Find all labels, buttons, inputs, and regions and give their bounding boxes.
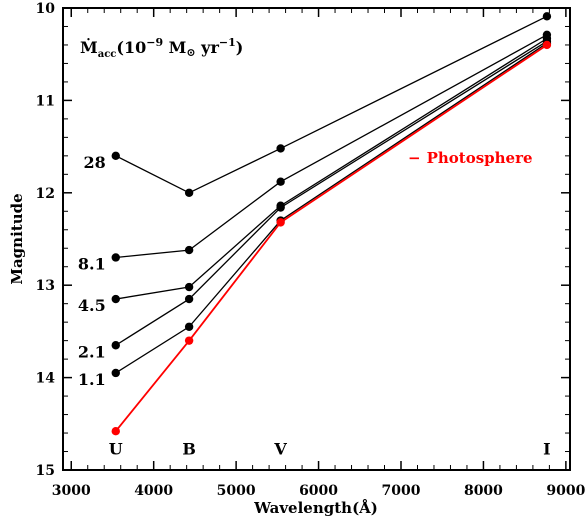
x-tick-label: 7000 [382,483,421,499]
photosphere-point [542,40,552,50]
y-tick-label: 14 [36,371,56,387]
series-layer [111,12,552,436]
series-line [115,40,548,346]
y-tick-label: 13 [36,278,55,294]
data-point [276,177,285,186]
x-axis-title: Wavelength(Å) [253,499,378,517]
band-label: U [109,440,123,459]
data-point [184,188,194,197]
legend-title-close: ) [236,38,244,57]
x-tick-label: 3000 [52,483,91,499]
label-layer: 28 8.1 4.5 2.1 1.1 U B V I [78,153,551,459]
legend-photosphere-label: Photosphere [427,149,533,167]
data-point [542,12,552,21]
y-tick-label: 11 [36,93,55,109]
data-point [111,368,120,378]
photosphere-line [115,44,548,432]
data-point [111,151,120,161]
data-point [111,253,120,262]
y-axis-title: Magnitude [8,193,26,284]
legend-title-sun: ⊙ [186,46,195,59]
legend-title-exp1: −9 [146,36,163,49]
band-label: I [543,440,550,459]
data-point [276,144,285,153]
legend-title-yr: yr [196,38,220,57]
data-point [111,294,120,304]
legend-title-unit: M [163,38,186,57]
y-tick-label: 10 [36,1,56,17]
axis-ticks: 3000 4000 5000 6000 7000 8000 9000 10 11 12 13 14 15 [36,1,585,499]
plot-frame [62,7,571,471]
series-line [115,42,548,374]
x-tick-label: 5000 [217,483,256,499]
legend-title-sub: acc [98,49,117,60]
data-point [276,203,285,212]
x-tick-label: 6000 [299,483,338,499]
photosphere-point [111,426,120,436]
data-point [184,322,194,331]
data-point [184,245,194,255]
series-label: 1.1 [78,370,106,389]
legend-title-mdot: Ṁ [80,37,98,57]
data-point [184,294,194,304]
series-label: 8.1 [78,254,106,273]
legend-title: Ṁacc(10−9 M⊙ yr−1) [80,36,243,60]
x-tick-label: 4000 [134,483,173,499]
band-label: V [273,440,287,459]
series-label: 2.1 [78,342,106,361]
band-label: B [182,440,196,459]
series-line [115,37,548,300]
series-label: 28 [83,153,105,172]
y-tick-label: 12 [36,186,55,202]
photosphere-point [276,218,285,227]
series-label: 4.5 [78,296,106,315]
legend-dash: − [408,149,421,167]
legend-title-open: (10 [116,38,146,57]
legend-photosphere: − Photosphere [408,149,533,167]
legend-title-exp2: −1 [219,36,236,49]
data-point [184,282,194,292]
series-line [115,15,548,194]
y-tick-label: 15 [36,463,55,479]
data-point [111,341,120,350]
series-line [115,34,548,259]
x-tick-label: 8000 [464,483,503,499]
photosphere-point [184,336,194,345]
x-tick-label: 9000 [546,483,585,499]
